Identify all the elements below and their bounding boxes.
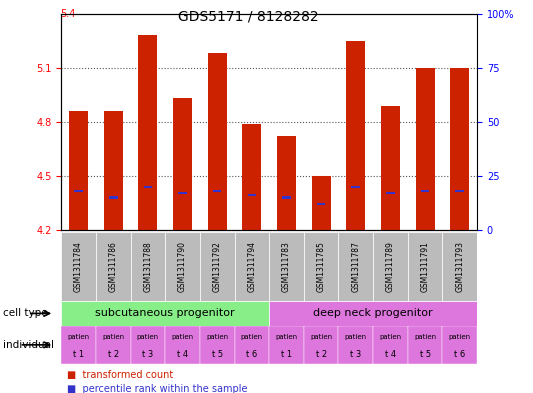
Text: t 3: t 3 <box>142 350 154 359</box>
Text: GSM1311791: GSM1311791 <box>421 241 430 292</box>
Bar <box>282 196 291 198</box>
Text: GSM1311790: GSM1311790 <box>178 241 187 292</box>
Text: ■  percentile rank within the sample: ■ percentile rank within the sample <box>67 384 247 393</box>
Text: t 5: t 5 <box>212 350 223 359</box>
Text: patien: patien <box>345 334 367 340</box>
Text: t 4: t 4 <box>385 350 396 359</box>
Text: 5.4: 5.4 <box>61 9 76 19</box>
Bar <box>200 232 235 301</box>
Text: t 1: t 1 <box>281 350 292 359</box>
Text: subcutaneous progenitor: subcutaneous progenitor <box>95 309 235 318</box>
Bar <box>373 232 408 301</box>
Text: patien: patien <box>206 334 228 340</box>
Text: GSM1311788: GSM1311788 <box>143 241 152 292</box>
Text: patien: patien <box>310 334 332 340</box>
Text: GSM1311784: GSM1311784 <box>74 241 83 292</box>
Text: t 1: t 1 <box>73 350 84 359</box>
Bar <box>69 111 88 230</box>
Bar <box>312 176 330 230</box>
Text: GSM1311793: GSM1311793 <box>455 241 464 292</box>
Bar <box>131 232 165 301</box>
Bar <box>165 326 200 364</box>
Bar <box>381 106 400 230</box>
Text: t 6: t 6 <box>454 350 465 359</box>
Text: t 3: t 3 <box>350 350 361 359</box>
Text: GDS5171 / 8128282: GDS5171 / 8128282 <box>177 10 318 24</box>
Bar <box>269 301 477 326</box>
Bar <box>104 111 123 230</box>
Bar <box>338 232 373 301</box>
Text: cell type: cell type <box>3 309 47 318</box>
Bar <box>235 232 269 301</box>
Text: GSM1311792: GSM1311792 <box>213 241 222 292</box>
Bar <box>317 203 326 205</box>
Bar <box>96 232 131 301</box>
Bar <box>178 192 187 194</box>
Bar <box>277 136 296 230</box>
Bar <box>139 35 157 230</box>
Text: GSM1311785: GSM1311785 <box>317 241 326 292</box>
Bar <box>338 326 373 364</box>
Text: patien: patien <box>241 334 263 340</box>
Text: patien: patien <box>68 334 90 340</box>
Text: patien: patien <box>379 334 401 340</box>
Bar <box>408 232 442 301</box>
Bar <box>351 185 360 188</box>
Bar <box>269 232 304 301</box>
Bar <box>304 232 338 301</box>
Bar <box>304 326 338 364</box>
Bar <box>131 326 165 364</box>
Bar <box>243 124 261 230</box>
Bar <box>213 190 222 192</box>
Bar <box>269 326 304 364</box>
Text: t 4: t 4 <box>177 350 188 359</box>
Text: patien: patien <box>276 334 297 340</box>
Bar <box>416 68 434 230</box>
Bar <box>165 232 200 301</box>
Text: patien: patien <box>449 334 471 340</box>
Bar <box>408 326 442 364</box>
Bar <box>421 190 430 192</box>
Text: GSM1311789: GSM1311789 <box>386 241 395 292</box>
Bar <box>143 185 152 188</box>
Bar <box>450 68 469 230</box>
Bar <box>173 98 192 230</box>
Bar <box>61 301 269 326</box>
Text: patien: patien <box>414 334 436 340</box>
Bar <box>74 190 83 192</box>
Text: GSM1311787: GSM1311787 <box>351 241 360 292</box>
Bar <box>442 232 477 301</box>
Bar <box>61 232 96 301</box>
Bar <box>455 190 464 192</box>
Bar <box>200 326 235 364</box>
Text: individual: individual <box>3 340 54 350</box>
Bar <box>208 53 227 230</box>
Text: t 6: t 6 <box>246 350 257 359</box>
Bar <box>373 326 408 364</box>
Text: GSM1311786: GSM1311786 <box>109 241 118 292</box>
Bar <box>235 326 269 364</box>
Text: GSM1311794: GSM1311794 <box>247 241 256 292</box>
Bar <box>346 41 365 230</box>
Bar <box>247 194 256 196</box>
Bar <box>442 326 477 364</box>
Text: patien: patien <box>102 334 124 340</box>
Text: t 5: t 5 <box>419 350 431 359</box>
Text: ■  transformed count: ■ transformed count <box>67 370 173 380</box>
Text: t 2: t 2 <box>108 350 119 359</box>
Text: patien: patien <box>137 334 159 340</box>
Bar <box>61 326 96 364</box>
Bar <box>386 192 395 194</box>
Text: deep neck progenitor: deep neck progenitor <box>313 309 433 318</box>
Text: GSM1311783: GSM1311783 <box>282 241 291 292</box>
Text: patien: patien <box>172 334 193 340</box>
Text: t 2: t 2 <box>316 350 327 359</box>
Bar <box>109 196 118 198</box>
Bar <box>96 326 131 364</box>
